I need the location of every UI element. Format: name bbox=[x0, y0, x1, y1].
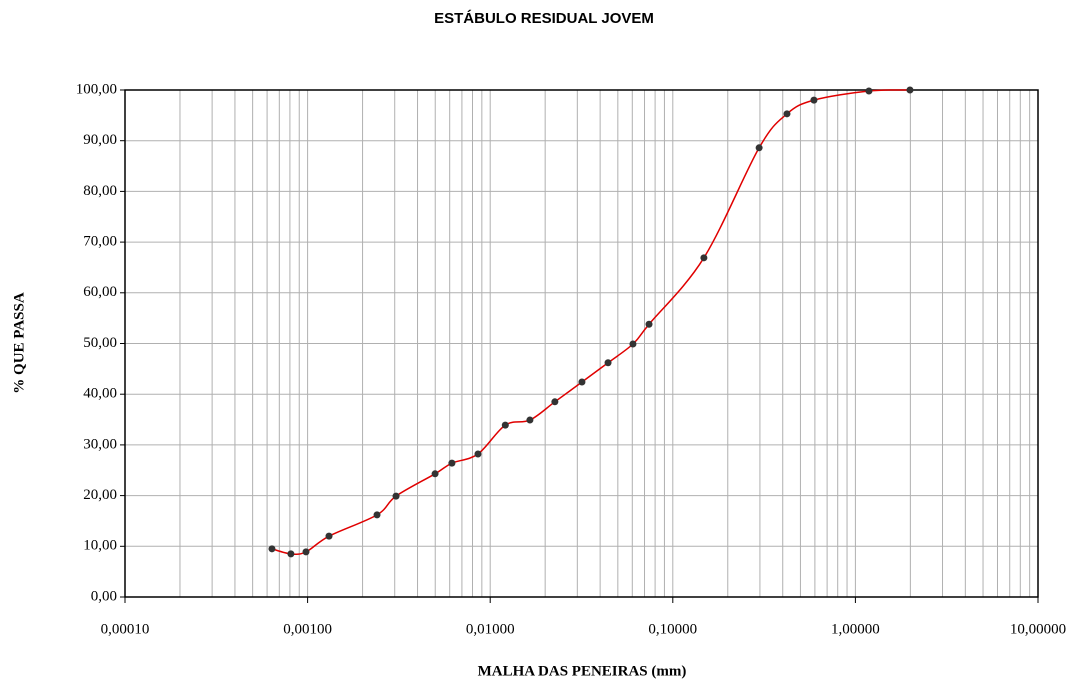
data-point bbox=[302, 548, 310, 556]
data-point bbox=[783, 110, 791, 118]
y-tick-label: 80,00 bbox=[83, 183, 117, 199]
x-tick-label: 0,01000 bbox=[466, 621, 515, 637]
data-point bbox=[700, 254, 708, 262]
y-tick-label: 90,00 bbox=[83, 132, 117, 148]
data-point bbox=[526, 416, 534, 424]
x-axis-label: MALHA DAS PENEIRAS (mm) bbox=[478, 663, 687, 679]
data-point bbox=[373, 511, 381, 519]
x-tick-label: 10,00000 bbox=[1010, 621, 1066, 637]
data-point bbox=[906, 86, 914, 94]
data-point bbox=[474, 450, 482, 458]
data-point bbox=[448, 459, 456, 467]
data-point bbox=[645, 320, 653, 328]
plot-frame bbox=[124, 89, 1039, 598]
x-tick-label: 0,10000 bbox=[648, 621, 697, 637]
y-tick-label: 40,00 bbox=[83, 386, 117, 402]
data-point bbox=[578, 378, 586, 386]
data-point bbox=[810, 96, 818, 104]
x-tick-label: 1,00000 bbox=[831, 621, 880, 637]
y-tick-label: 20,00 bbox=[83, 487, 117, 503]
data-point bbox=[268, 545, 276, 553]
data-point bbox=[865, 87, 873, 95]
y-tick-label: 50,00 bbox=[83, 335, 117, 351]
x-tick-label: 0,00100 bbox=[283, 621, 332, 637]
data-point bbox=[551, 398, 559, 406]
chart-title: ESTÁBULO RESIDUAL JOVEM bbox=[434, 10, 654, 27]
data-point bbox=[501, 421, 509, 429]
curve bbox=[271, 89, 910, 556]
data-point bbox=[392, 492, 400, 500]
y-tick-label: 10,00 bbox=[83, 538, 117, 554]
data-point bbox=[287, 550, 295, 558]
y-tick-label: 30,00 bbox=[83, 436, 117, 452]
data-point bbox=[431, 470, 439, 478]
y-tick-label: 60,00 bbox=[83, 284, 117, 300]
data-point bbox=[325, 532, 333, 540]
data-point bbox=[755, 144, 763, 152]
y-tick-label: 0,00 bbox=[91, 588, 117, 604]
x-tick-label: 0,00010 bbox=[101, 621, 150, 637]
y-tick-label: 70,00 bbox=[83, 234, 117, 250]
data-point bbox=[604, 359, 612, 367]
y-axis-label: % QUE PASSA bbox=[11, 292, 27, 394]
data-point bbox=[629, 340, 637, 348]
y-tick-label: 100,00 bbox=[76, 81, 117, 97]
